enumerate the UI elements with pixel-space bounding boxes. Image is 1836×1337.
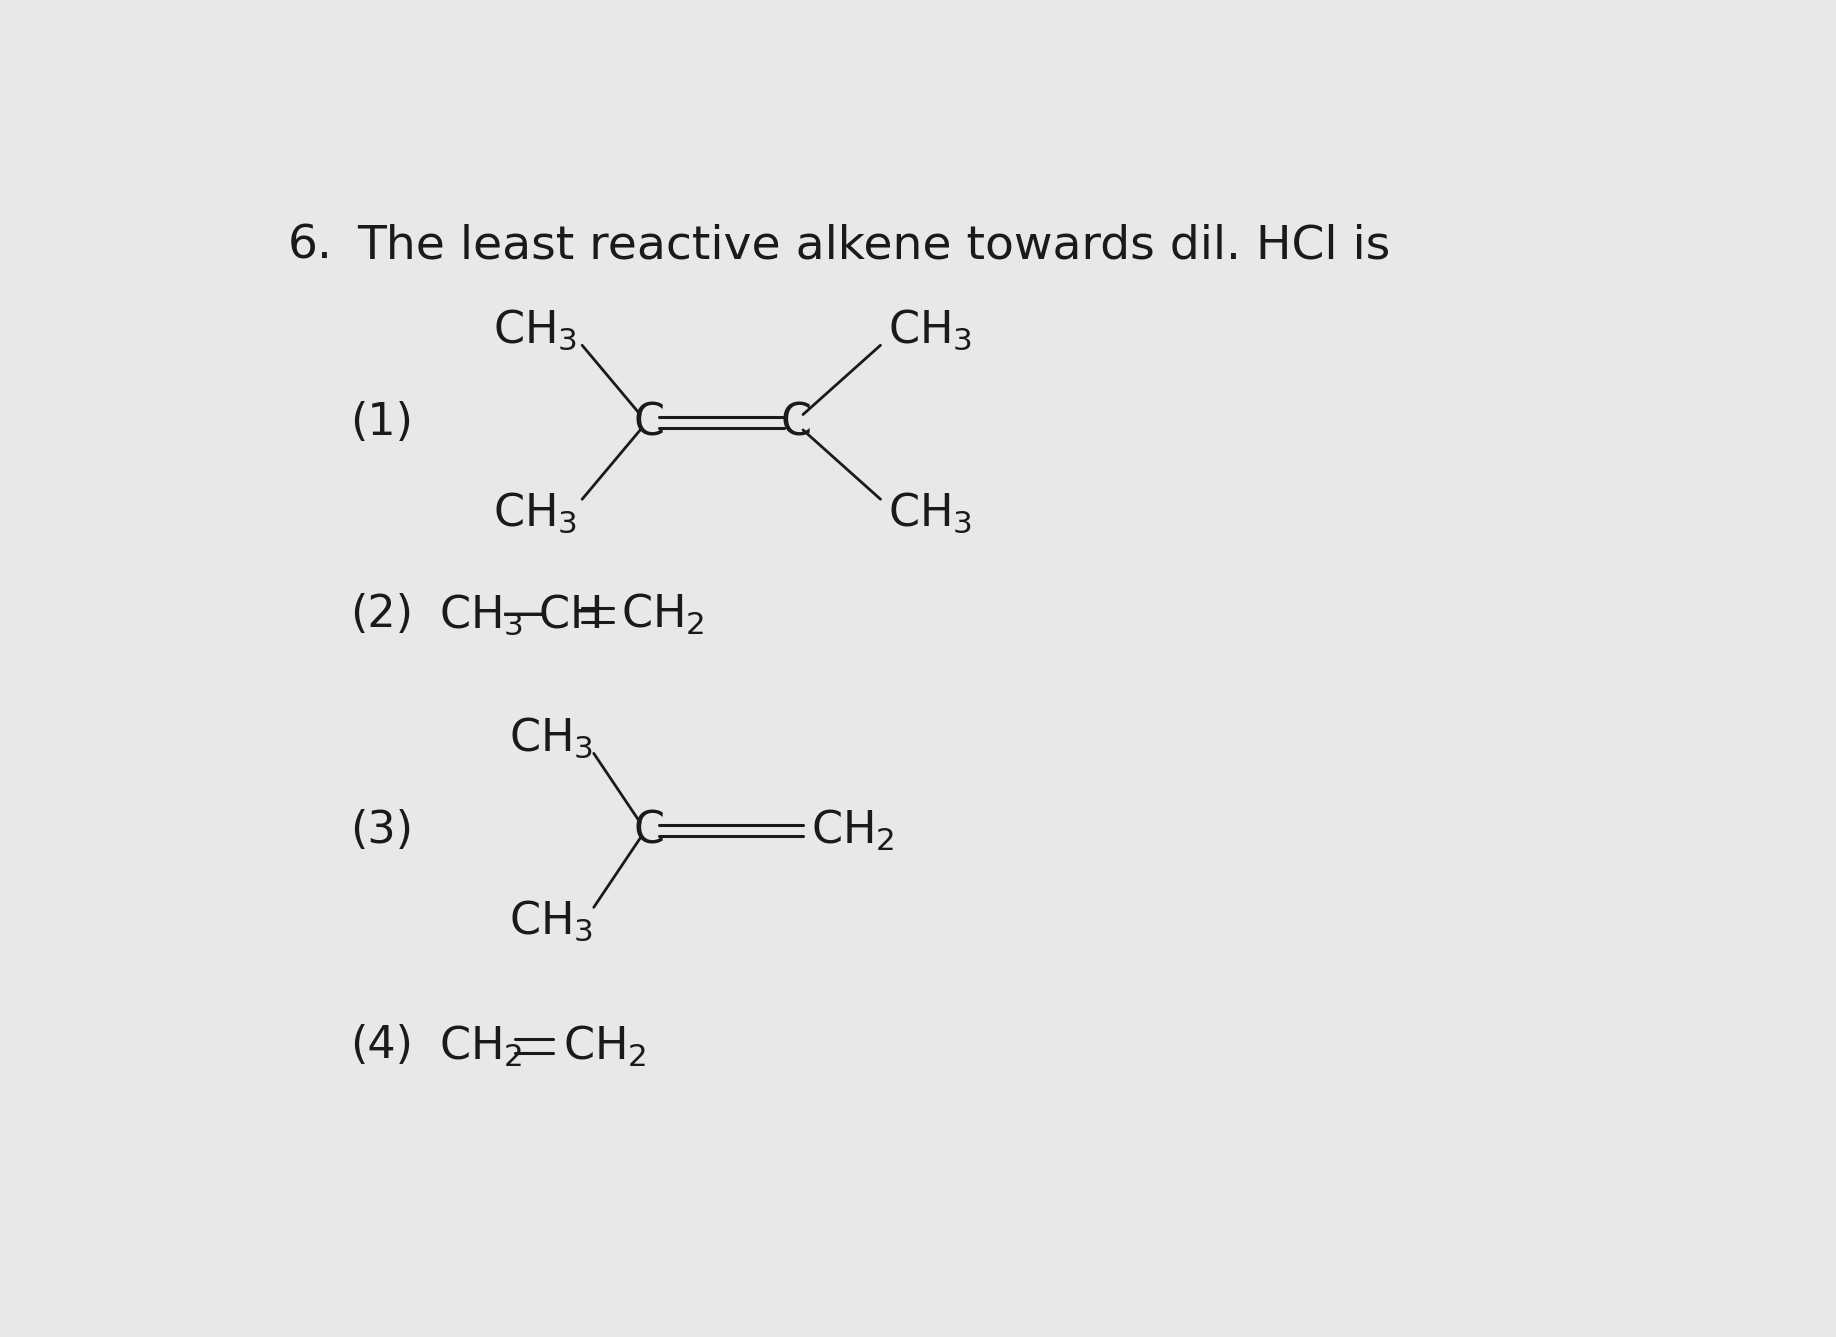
Text: The least reactive alkene towards dil. HCl is: The least reactive alkene towards dil. H…	[358, 223, 1390, 269]
Text: $\mathregular{C}$: $\mathregular{C}$	[633, 809, 663, 852]
Text: $\mathregular{CH_2}$: $\mathregular{CH_2}$	[564, 1023, 646, 1068]
Text: $\mathregular{CH_2}$: $\mathregular{CH_2}$	[439, 1023, 521, 1068]
Text: $\mathregular{CH_2}$: $\mathregular{CH_2}$	[812, 808, 894, 853]
Text: $\mathregular{CH_3}$: $\mathregular{CH_3}$	[889, 308, 973, 352]
Text: $\mathregular{CH}$: $\mathregular{CH}$	[538, 594, 600, 636]
Text: $\mathregular{CH_3}$: $\mathregular{CH_3}$	[509, 715, 593, 761]
Text: (1): (1)	[349, 401, 413, 444]
Text: 6.: 6.	[288, 223, 332, 269]
Text: —: —	[503, 594, 547, 636]
Text: (2): (2)	[349, 594, 413, 636]
Text: $\mathregular{CH_3}$: $\mathregular{CH_3}$	[889, 491, 973, 535]
Text: $\mathregular{CH_3}$: $\mathregular{CH_3}$	[494, 308, 577, 352]
Text: $\mathregular{C}$: $\mathregular{C}$	[780, 401, 810, 444]
Text: $\mathregular{CH_3}$: $\mathregular{CH_3}$	[509, 898, 593, 944]
Text: $\mathregular{C}$: $\mathregular{C}$	[633, 401, 663, 444]
Text: (4): (4)	[349, 1024, 413, 1067]
Text: $\mathregular{CH_3}$: $\mathregular{CH_3}$	[494, 491, 577, 535]
Text: $\mathregular{CH_3}$: $\mathregular{CH_3}$	[439, 592, 523, 636]
Text: (3): (3)	[349, 809, 413, 852]
Text: $\mathregular{CH_2}$: $\mathregular{CH_2}$	[621, 592, 705, 638]
